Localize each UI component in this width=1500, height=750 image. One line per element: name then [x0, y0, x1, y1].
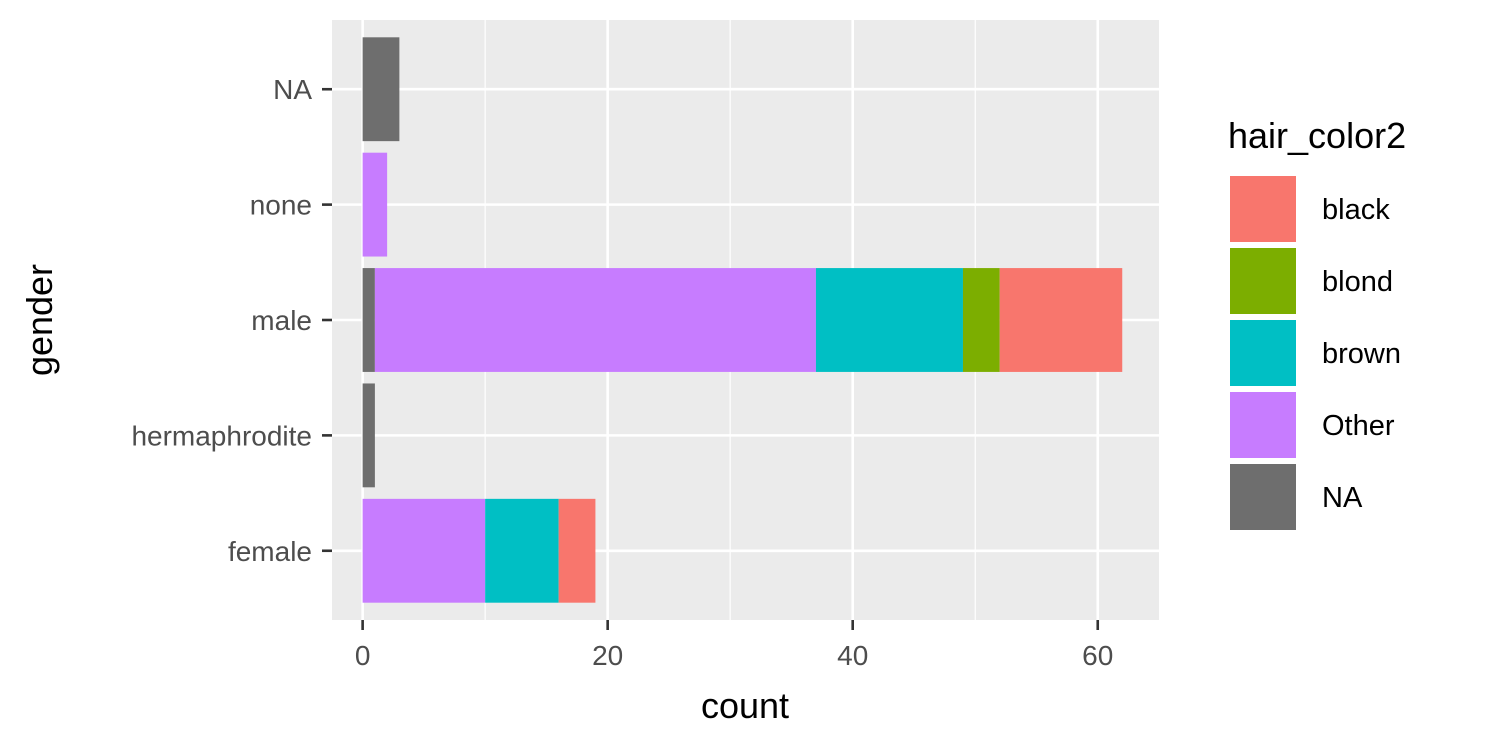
bar-male-black	[999, 268, 1123, 372]
bar-male-Other	[374, 268, 816, 372]
legend: hair_color2 black blond brown Other NA	[1228, 115, 1406, 530]
legend-key-NA	[1230, 464, 1296, 530]
y-tick-label: male	[251, 305, 312, 336]
legend-label-blond: blond	[1322, 266, 1393, 298]
x-tick-label: 0	[355, 640, 371, 671]
x-axis: 0 20 40 60	[355, 620, 1113, 671]
x-tick-label: 40	[837, 640, 868, 671]
bar-male-NA	[362, 268, 375, 372]
legend-key-Other	[1230, 392, 1296, 458]
y-tick-label: NA	[273, 74, 312, 105]
y-tick-label: none	[250, 190, 312, 221]
legend-key-black	[1230, 176, 1296, 242]
x-axis-title: count	[701, 685, 789, 726]
legend-key-brown	[1230, 320, 1296, 386]
bar-female-Other	[362, 498, 486, 603]
y-tick-label: hermaphrodite	[131, 420, 312, 451]
legend-label-black: black	[1322, 194, 1390, 226]
bar-none-Other	[362, 152, 388, 257]
bar-male-blond	[962, 268, 1000, 372]
legend-label-Other: Other	[1322, 410, 1395, 442]
bars	[362, 37, 1123, 603]
bar-female-black	[558, 498, 596, 603]
legend-label-NA: NA	[1322, 482, 1363, 514]
y-axis-title: gender	[19, 264, 60, 376]
bar-female-brown	[485, 498, 559, 603]
legend-label-brown: brown	[1322, 338, 1401, 370]
x-tick-label: 60	[1082, 640, 1113, 671]
legend-title: hair_color2	[1228, 115, 1406, 156]
y-tick-label: female	[228, 536, 312, 567]
bar-NA-NA	[362, 37, 400, 142]
x-tick-label: 20	[592, 640, 623, 671]
y-axis: female hermaphrodite male none NA	[131, 74, 332, 567]
legend-key-blond	[1230, 248, 1296, 314]
bar-hermaphrodite-NA	[362, 383, 375, 488]
bar-male-brown	[815, 268, 963, 372]
